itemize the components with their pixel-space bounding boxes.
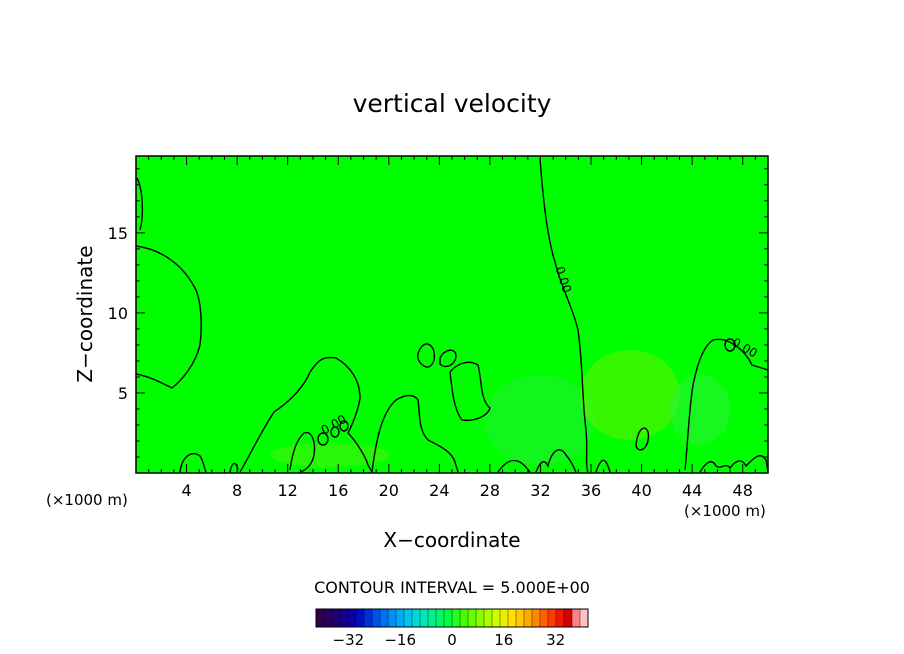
x-tick-label: 4 [181, 481, 191, 500]
contour-line [371, 394, 459, 473]
colorbar-tick-label: 16 [494, 631, 513, 649]
x-tick-label: 36 [581, 481, 601, 500]
colorbar-swatch [364, 609, 373, 627]
y-axis-tick-labels: 5 10 15 [108, 224, 128, 403]
colorbar-swatch [500, 609, 509, 627]
x-tick-label: 44 [682, 481, 702, 500]
colorbar-swatch [548, 609, 557, 627]
y-tick-label: 10 [108, 304, 128, 323]
plot-area: 0.000.000.00 [135, 155, 769, 474]
colorbar-swatch [532, 609, 541, 627]
colorbar-tick-label: −32 [333, 631, 365, 649]
x-tick-label: 12 [278, 481, 298, 500]
colorbar [315, 608, 589, 628]
colorbar-frame [315, 608, 589, 628]
colorbar-swatch [404, 609, 413, 627]
colorbar-tick-label: −16 [384, 631, 416, 649]
colorbar-swatch [516, 609, 525, 627]
colorbar-swatch [580, 609, 589, 627]
x-tick-label: 48 [733, 481, 753, 500]
colorbar-swatch [524, 609, 533, 627]
x-axis-tick-labels: 4 8 12 16 20 24 28 32 36 40 44 48 [181, 481, 752, 500]
contour-line [136, 177, 144, 231]
colorbar-swatch [412, 609, 421, 627]
x-tick-label: 28 [480, 481, 500, 500]
contour-line [539, 157, 589, 473]
colorbar-swatch [460, 609, 469, 627]
colorbar-swatch [468, 609, 477, 627]
colorbar-swatch [540, 609, 549, 627]
field-shading-patch [580, 350, 680, 440]
chart-title: vertical velocity [353, 89, 552, 118]
colorbar-swatch [572, 609, 581, 627]
colorbar-swatch [444, 609, 453, 627]
colorbar-swatch [380, 609, 389, 627]
contour-line [339, 420, 349, 432]
colorbar-swatch [564, 609, 573, 627]
colorbar-swatch [316, 609, 325, 627]
colorbar-tick-label: 32 [546, 631, 565, 649]
colorbar-swatch [348, 609, 357, 627]
colorbar-swatch [332, 609, 341, 627]
colorbar-tick-labels: −32 −16 0 16 32 [333, 631, 566, 649]
colorbar-swatch [508, 609, 517, 627]
x-axis-unit-right: (×1000 m) [684, 502, 766, 520]
x-axis-unit-left: (×1000 m) [46, 491, 128, 509]
contour-line [635, 427, 650, 451]
colorbar-swatch [340, 609, 349, 627]
y-tick-label: 5 [118, 384, 128, 403]
x-tick-label: 8 [232, 481, 242, 500]
x-tick-label: 40 [631, 481, 651, 500]
colorbar-swatch [428, 609, 437, 627]
contour-line [289, 431, 316, 473]
contour-line [317, 432, 329, 446]
contour-line [595, 459, 611, 473]
colorbar-swatch [388, 609, 397, 627]
field-shading-patch [485, 375, 595, 465]
x-tick-label: 16 [328, 481, 348, 500]
contour-line [535, 449, 577, 473]
x-tick-label: 24 [429, 481, 449, 500]
x-axis-label: X−coordinate [383, 528, 520, 552]
field-shading-patch [670, 375, 730, 445]
contour-line [239, 356, 373, 473]
colorbar-swatch [396, 609, 405, 627]
colorbar-tick-label: 0 [447, 631, 457, 649]
contour-line [724, 338, 736, 352]
contour-line [439, 349, 457, 368]
contour-line [684, 338, 769, 471]
colorbar-swatch [356, 609, 365, 627]
contour-line [330, 426, 340, 438]
colorbar-swatch [372, 609, 381, 627]
y-axis-label: Z−coordinate [73, 245, 97, 382]
colorbar-swatch [556, 609, 565, 627]
colorbar-swatch [324, 609, 333, 627]
contour-line [135, 245, 202, 389]
contour-line [449, 361, 491, 422]
contour-line [417, 343, 436, 368]
colorbar-swatch [492, 609, 501, 627]
field-shading-patch [270, 443, 390, 467]
contour-line [179, 453, 207, 473]
contour-line [699, 455, 769, 473]
contour-interval-label: CONTOUR INTERVAL = 5.000E+00 [314, 578, 590, 597]
y-tick-label: 15 [108, 224, 128, 243]
colorbar-swatch [436, 609, 445, 627]
colorbar-swatch [476, 609, 485, 627]
x-tick-label: 32 [530, 481, 550, 500]
colorbar-swatch [420, 609, 429, 627]
x-tick-label: 20 [379, 481, 399, 500]
colorbar-swatch [484, 609, 493, 627]
colorbar-swatch [452, 609, 461, 627]
tick-marks [136, 156, 768, 473]
